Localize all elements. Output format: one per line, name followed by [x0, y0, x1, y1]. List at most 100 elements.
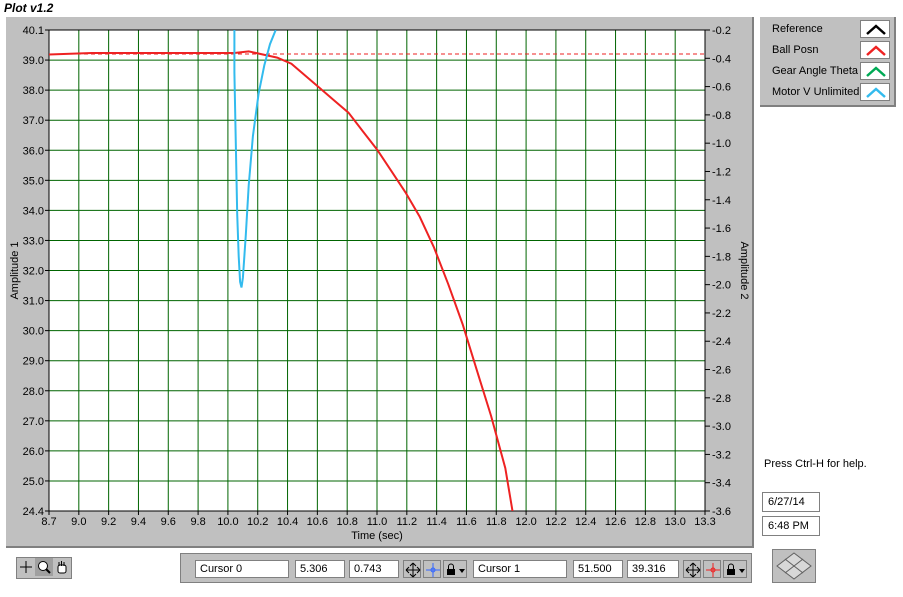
legend-item-ball-posn[interactable]: Ball Posn [760, 40, 896, 61]
x-tick-label: 8.7 [41, 516, 56, 528]
y-left-tick-label: 28.0 [23, 386, 44, 398]
date-display: 6/27/14 [762, 492, 820, 512]
legend-label: Motor V Unlimited [772, 86, 860, 98]
cursor-1-move-button[interactable] [683, 560, 701, 578]
y-left-tick-label: 30.0 [23, 326, 44, 338]
y-right-tick-label: -0.8 [712, 110, 731, 122]
navigation-pad[interactable] [772, 549, 816, 583]
pan-tool-button[interactable] [53, 558, 71, 576]
cursor-panel: Cursor 0 5.306 0.743 Cursor 1 51.500 39.… [180, 553, 752, 583]
cursor-0-move-button[interactable] [403, 560, 421, 578]
y-left-tick-label: 35.0 [23, 175, 44, 187]
y-left-axis-label: Amplitude 1 [9, 241, 21, 299]
y-right-tick-label: -2.8 [712, 393, 731, 405]
hand-icon [57, 561, 67, 574]
x-tick-label: 11.8 [486, 516, 507, 528]
y-right-tick-label: -3.2 [712, 449, 731, 461]
y-left-tick-label: 29.0 [23, 356, 44, 368]
diamond-arrows-icon [776, 552, 812, 580]
y-right-tick-label: -3.6 [712, 506, 731, 518]
x-tick-label: 10.0 [217, 516, 238, 528]
legend-swatch [860, 20, 890, 38]
series-motor-v-unlimited [233, 30, 277, 288]
x-tick-label: 9.0 [71, 516, 86, 528]
x-tick-label: 10.8 [336, 516, 357, 528]
y-right-tick-label: -1.4 [712, 195, 731, 207]
cursor-0-y[interactable]: 0.743 [349, 560, 399, 578]
x-tick-label: 10.4 [277, 516, 298, 528]
x-axis-label: Time (sec) [351, 530, 403, 542]
series-ball-posn [49, 50, 514, 511]
y-left-tick-label: 39.0 [23, 55, 44, 67]
cursor-0-x[interactable]: 5.306 [295, 560, 345, 578]
chart[interactable]: 8.7 9.0 9.2 9.4 9.6 9.8 10.0 10.2 10.4 10.6 10.8 11… [6, 17, 754, 548]
cursor-0-lock-menu[interactable] [443, 560, 467, 578]
y-right-tick-label: -0.4 [712, 53, 731, 65]
y-left-tick-label: 31.0 [23, 296, 44, 308]
y-left-tick-label: 40.1 [23, 25, 44, 37]
legend-label: Reference [772, 23, 823, 35]
y-left-tick-label: 34.0 [23, 205, 44, 217]
x-tick-label: 12.8 [635, 516, 656, 528]
x-tick-label: 13.0 [664, 516, 685, 528]
cursor-1-y[interactable]: 39.316 [627, 560, 679, 578]
legend-label: Gear Angle Theta [772, 65, 859, 77]
y-right-axis-label: Amplitude 2 [738, 241, 750, 299]
x-tick-label: 12.4 [575, 516, 596, 528]
cursor-crosshair-icon [706, 563, 720, 577]
y-right-tick-label: -2.4 [712, 336, 731, 348]
legend: Reference Ball Posn Gear Angle Theta Mot… [760, 17, 896, 107]
x-tick-label: 11.2 [397, 516, 418, 528]
x-tick-label: 9.4 [131, 516, 146, 528]
y-left-tick-label: 27.0 [23, 416, 44, 428]
y-right-tick-label: -1.6 [712, 223, 731, 235]
y-left-tick-label: 32.0 [23, 266, 44, 278]
x-tick-label: 11.0 [367, 516, 388, 528]
x-tick-label: 11.6 [456, 516, 477, 528]
four-way-arrow-icon [405, 562, 421, 578]
x-tick-label: 10.6 [307, 516, 328, 528]
legend-item-motor-v-unlimited[interactable]: Motor V Unlimited [760, 82, 896, 103]
cursor-0-name[interactable]: Cursor 0 [195, 560, 289, 578]
y-right-tick-label: -3.0 [712, 421, 731, 433]
y-right-tick-label: -2.2 [712, 308, 731, 320]
y-left-tick-label: 26.0 [23, 446, 44, 458]
y-right-tick-label: -1.0 [712, 138, 731, 150]
cursor-1-name[interactable]: Cursor 1 [473, 560, 567, 578]
y-right-tick-label: -2.0 [712, 280, 731, 292]
cursor-1-lock-menu[interactable] [723, 560, 747, 578]
y-right-tick-label: -1.8 [712, 251, 731, 263]
crosshair-icon [20, 561, 32, 573]
cursor-1-style-button[interactable] [703, 560, 721, 578]
legend-swatch [860, 83, 890, 101]
plot-frame: 8.7 9.0 9.2 9.4 9.6 9.8 10.0 10.2 10.4 10.6 10.8 11… [6, 17, 754, 548]
y-left-tick-label: 38.0 [23, 85, 44, 97]
x-tick-label: 9.8 [190, 516, 205, 528]
app-title: Plot v1.2 [4, 1, 54, 15]
x-tick-label: 9.6 [161, 516, 176, 528]
x-tick-label: 12.6 [605, 516, 626, 528]
lock-dropdown-icon [727, 563, 745, 575]
cursor-0-style-button[interactable] [423, 560, 441, 578]
y-right-tick-label: -0.2 [712, 25, 731, 37]
graph-tool-palette [16, 557, 72, 579]
lock-dropdown-icon [447, 563, 465, 575]
cursor-move-tool-button[interactable] [17, 558, 35, 576]
y-left-tick-label: 33.0 [23, 235, 44, 247]
four-way-arrow-icon [685, 562, 701, 578]
y-left-tick-label: 36.0 [23, 145, 44, 157]
x-tick-label: 13.3 [694, 516, 715, 528]
legend-swatch [860, 41, 890, 59]
y-right-tick-label: -3.4 [712, 478, 731, 490]
zoom-tool-button[interactable] [35, 558, 53, 576]
y-right-tick-label: -1.2 [712, 166, 731, 178]
legend-item-reference[interactable]: Reference [760, 19, 896, 40]
x-tick-label: 12.2 [545, 516, 566, 528]
x-tick-label: 10.2 [247, 516, 268, 528]
y-left-tick-label: 37.0 [23, 115, 44, 127]
time-display: 6:48 PM [762, 516, 820, 536]
legend-item-gear-angle-theta[interactable]: Gear Angle Theta [760, 61, 896, 82]
cursor-1-x[interactable]: 51.500 [573, 560, 623, 578]
y-left-tick-label: 25.0 [23, 476, 44, 488]
x-tick-label: 12.0 [515, 516, 536, 528]
